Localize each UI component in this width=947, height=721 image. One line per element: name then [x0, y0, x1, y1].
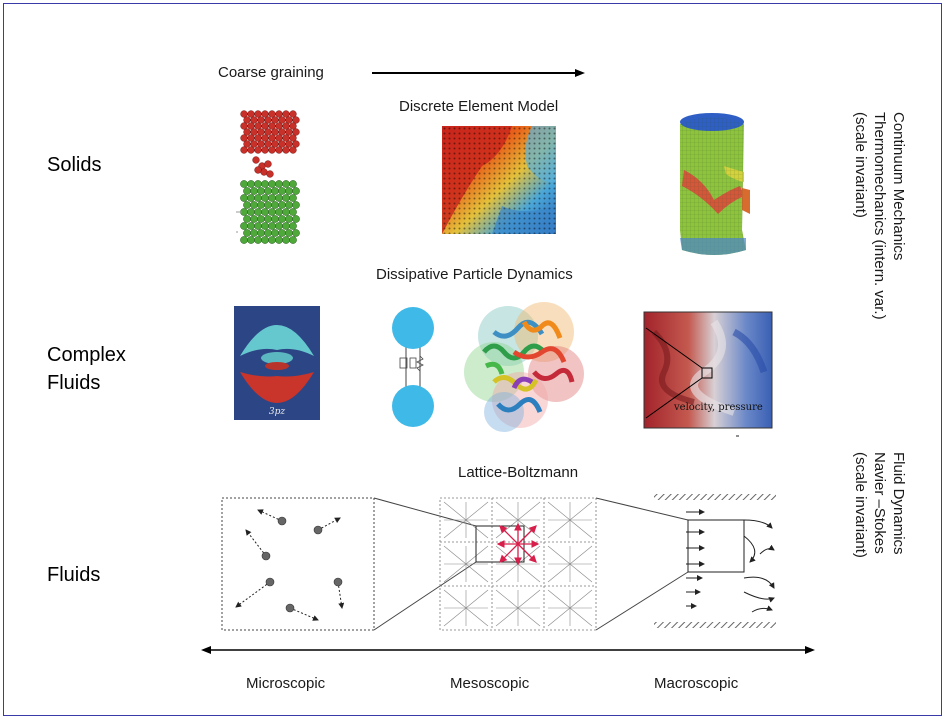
row-label-fluids-2: Fluids [47, 372, 101, 394]
flow-field-image: velocity, pressure [643, 311, 773, 437]
scale-transition-diagram [221, 494, 776, 631]
dem-simulation-image [442, 126, 556, 234]
orbital-image: 3pz [234, 306, 320, 420]
row-label-solids: Solids [47, 154, 102, 176]
row-label-complex: Complex [47, 344, 126, 366]
atomic-fracture-image [236, 110, 300, 244]
scale-micro: Microscopic [246, 675, 326, 692]
coarse-graining-arrow [372, 69, 585, 77]
coarse-graining-label: Coarse graining [218, 64, 324, 81]
caption-dpd: Dissipative Particle Dynamics [376, 266, 573, 283]
fluid-line-3: (scale invariant) [852, 452, 869, 558]
continuum-line-2: Thermomechanics (intern. var.) [871, 112, 888, 320]
continuum-sample-image [680, 113, 750, 255]
orbital-label: 3pz [269, 407, 285, 417]
flow-field-label: velocity, pressure [673, 402, 763, 413]
caption-lb: Lattice-Boltzmann [458, 464, 579, 481]
continuum-mechanics-label: Continuum Mechanics Thermomechanics (int… [851, 112, 908, 320]
polymer-blob-image [464, 302, 584, 432]
fluid-line-2: Navier –Stokes [871, 452, 888, 554]
row-label-fluids: Fluids [47, 564, 101, 586]
slide-frame: Coarse graining Solids Complex Fluids Fl… [3, 3, 942, 716]
caption-dem: Discrete Element Model [399, 98, 559, 115]
scale-macro: Macroscopic [654, 675, 739, 692]
fluid-line-1: Fluid Dynamics [890, 452, 907, 555]
scale-axis-arrow [201, 646, 815, 654]
continuum-line-1: Continuum Mechanics [890, 112, 907, 261]
dpd-dumbbell-image [392, 307, 434, 427]
scale-meso: Mesoscopic [450, 675, 530, 692]
fluid-dynamics-label: Fluid Dynamics Navier –Stokes (scale inv… [851, 452, 908, 558]
continuum-line-3: (scale invariant) [852, 112, 869, 218]
